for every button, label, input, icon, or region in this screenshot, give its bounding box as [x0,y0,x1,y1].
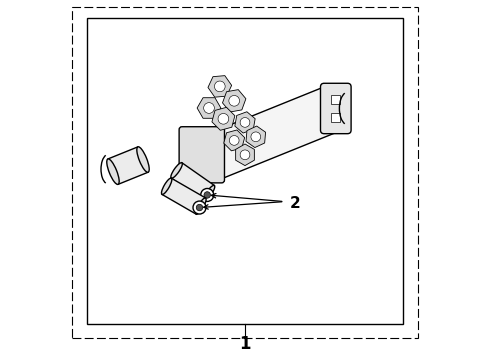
Circle shape [196,204,203,211]
Circle shape [201,189,214,202]
Ellipse shape [162,178,172,194]
Circle shape [215,81,225,92]
Circle shape [218,113,229,124]
Circle shape [251,132,261,142]
Ellipse shape [203,185,215,201]
Text: 2: 2 [290,196,301,211]
Polygon shape [246,126,266,148]
Polygon shape [108,147,148,184]
Ellipse shape [182,143,203,187]
Circle shape [229,95,240,106]
Circle shape [204,103,214,113]
Polygon shape [212,107,235,130]
Polygon shape [222,90,246,112]
Polygon shape [224,130,245,151]
Circle shape [240,150,250,160]
Polygon shape [184,87,342,187]
Circle shape [193,201,206,214]
Circle shape [229,136,239,145]
Polygon shape [171,163,215,201]
Polygon shape [162,178,206,214]
Ellipse shape [322,87,343,130]
Text: 1: 1 [239,335,251,353]
FancyBboxPatch shape [179,127,224,183]
Polygon shape [197,98,221,118]
Bar [331,95,340,104]
Ellipse shape [171,163,182,178]
Polygon shape [208,76,232,97]
Ellipse shape [196,198,206,214]
Polygon shape [235,112,255,133]
Polygon shape [236,144,254,166]
Bar [331,113,340,122]
Ellipse shape [137,147,149,172]
Ellipse shape [107,159,119,184]
FancyBboxPatch shape [320,83,351,134]
Bar [87,18,403,324]
Circle shape [204,192,211,198]
Circle shape [240,117,250,127]
